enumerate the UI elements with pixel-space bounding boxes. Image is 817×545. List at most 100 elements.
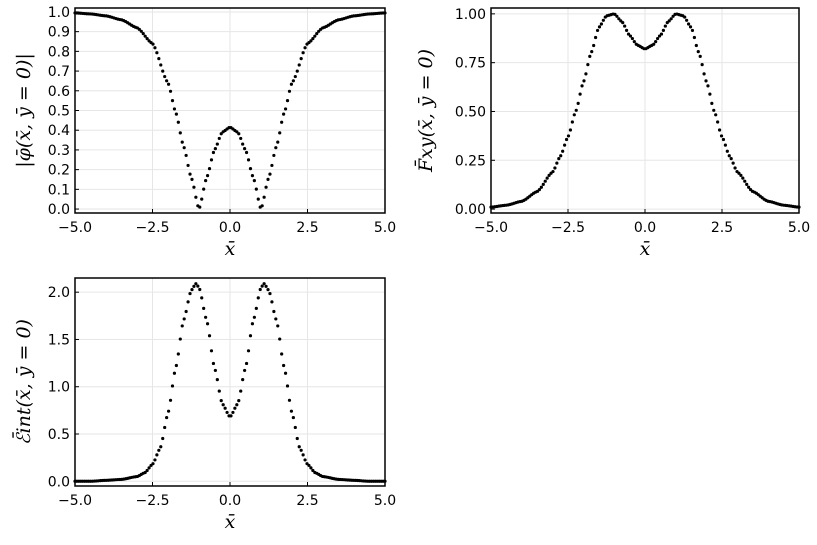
fxy-y-tick-label: 0.00 xyxy=(455,202,486,218)
phi-y-tick-label: 0.6 xyxy=(48,84,70,100)
phi-data-point xyxy=(278,131,282,135)
eint-data-point xyxy=(223,406,227,410)
phi-data-point xyxy=(299,57,303,61)
phi-data-point xyxy=(178,131,182,135)
fxy-data-point xyxy=(576,101,580,105)
eint-data-point xyxy=(283,371,288,375)
fxy-data-point xyxy=(551,169,555,174)
phi-x-axis-label: x̄ xyxy=(225,238,236,260)
fxy-x-tick-label: 0.0 xyxy=(634,220,656,236)
fxy-data-point xyxy=(574,108,578,112)
eint-data-point xyxy=(155,453,159,457)
fxy-data-point xyxy=(543,179,547,183)
eint-data-point xyxy=(254,306,258,310)
phi-data-point xyxy=(180,140,184,144)
fxy-data-point xyxy=(623,24,627,28)
eint-data-point xyxy=(204,315,208,319)
fxy-data-point xyxy=(723,143,727,147)
eint-data-point xyxy=(194,282,198,286)
phi-data-point xyxy=(237,132,241,136)
phi-data-point xyxy=(241,142,245,146)
eint-data-point xyxy=(180,324,184,328)
fxy-data-point xyxy=(628,34,633,38)
fxy-data-point xyxy=(582,79,586,83)
fxy-data-point xyxy=(669,17,673,21)
phi-data-point xyxy=(309,39,313,43)
fxy-data-point xyxy=(686,22,691,26)
eint-data-point xyxy=(297,445,301,449)
fxy-x-tick-label: −5.0 xyxy=(474,220,508,236)
eint-data-point xyxy=(174,363,178,368)
fxy-data-point xyxy=(557,157,561,161)
phi-data-points xyxy=(73,11,387,209)
fxy-data-point xyxy=(747,185,751,189)
eint-data-point xyxy=(250,322,255,326)
eint-data-point xyxy=(289,409,294,413)
fxy-data-points xyxy=(489,12,801,209)
phi-data-point xyxy=(289,82,294,86)
eint-data-point xyxy=(252,315,256,319)
phi-data-point xyxy=(170,99,175,103)
fxy-data-point xyxy=(566,134,571,138)
phi-data-point xyxy=(313,34,317,38)
phi-data-point xyxy=(252,179,256,183)
fxy-data-point xyxy=(729,157,733,161)
fxy-ticks: −5.0 −2.5 0.0 2.5 5.0 0.00 0.25 0.50 0.75 1.00 xyxy=(455,7,810,236)
eint-data-point xyxy=(178,337,182,341)
fxy-data-point xyxy=(588,54,592,59)
eint-data-point xyxy=(241,378,245,382)
eint-data-point xyxy=(231,410,235,415)
fxy-y-tick-label: 1.00 xyxy=(455,7,486,23)
eint-data-point xyxy=(243,368,247,373)
fxy-data-point xyxy=(617,17,621,21)
phi-data-point xyxy=(190,177,194,181)
fxy-panel: −5.0 −2.5 0.0 2.5 5.0 0.00 0.25 0.50 0.75 1.00 x̄… xyxy=(414,7,811,260)
phi-data-point xyxy=(248,167,253,171)
phi-data-point xyxy=(293,74,297,79)
eint-data-point xyxy=(221,403,225,407)
fxy-data-point xyxy=(714,113,718,117)
fxy-data-point xyxy=(733,166,737,170)
eint-data-point xyxy=(303,458,307,462)
fxy-data-point xyxy=(630,36,635,41)
phi-data-point xyxy=(151,42,155,46)
fxy-data-point xyxy=(570,120,574,124)
phi-data-point xyxy=(207,167,212,171)
phi-y-tick-label: 0.9 xyxy=(48,25,70,41)
fxy-data-point xyxy=(696,50,700,54)
fxy-data-point xyxy=(572,113,576,117)
phi-x-tick-label: −2.5 xyxy=(136,220,170,236)
phi-data-point xyxy=(256,197,260,201)
phi-data-point xyxy=(235,130,239,134)
phi-data-point xyxy=(239,136,243,141)
fxy-data-point xyxy=(586,63,590,67)
phi-data-point xyxy=(186,163,190,168)
phi-y-tick-label: 0.1 xyxy=(48,182,70,198)
fxy-data-point xyxy=(624,28,629,33)
phi-data-point xyxy=(250,174,255,178)
phi-data-point xyxy=(166,82,171,86)
phi-data-point xyxy=(311,37,315,41)
phi-data-point xyxy=(176,120,180,124)
phi-data-point xyxy=(260,204,264,208)
phi-data-point xyxy=(244,150,249,155)
eint-data-point xyxy=(260,284,264,288)
phi-data-point xyxy=(204,179,208,183)
phi-x-tick-label: 5.0 xyxy=(374,220,396,236)
phi-data-point xyxy=(200,197,204,201)
phi-data-point xyxy=(317,29,321,33)
fxy-y-tick-label: 0.50 xyxy=(455,104,486,120)
phi-data-point xyxy=(174,112,178,116)
phi-data-point xyxy=(182,146,186,150)
phi-data-point xyxy=(287,89,292,93)
phi-ticks: −5.0 −2.5 0.0 2.5 5.0 0.0 0.1 0.2 0.3 0.4 0.5 0.6 0.… xyxy=(48,5,396,236)
eint-data-point xyxy=(287,398,292,402)
eint-data-point xyxy=(285,384,290,388)
eint-data-point xyxy=(307,463,311,468)
fxy-data-point xyxy=(719,134,724,138)
eint-x-tick-label: −5.0 xyxy=(58,493,92,509)
fxy-data-point xyxy=(721,137,726,142)
fxy-data-point xyxy=(661,28,666,33)
eint-y-tick-label: 1.0 xyxy=(48,380,70,396)
